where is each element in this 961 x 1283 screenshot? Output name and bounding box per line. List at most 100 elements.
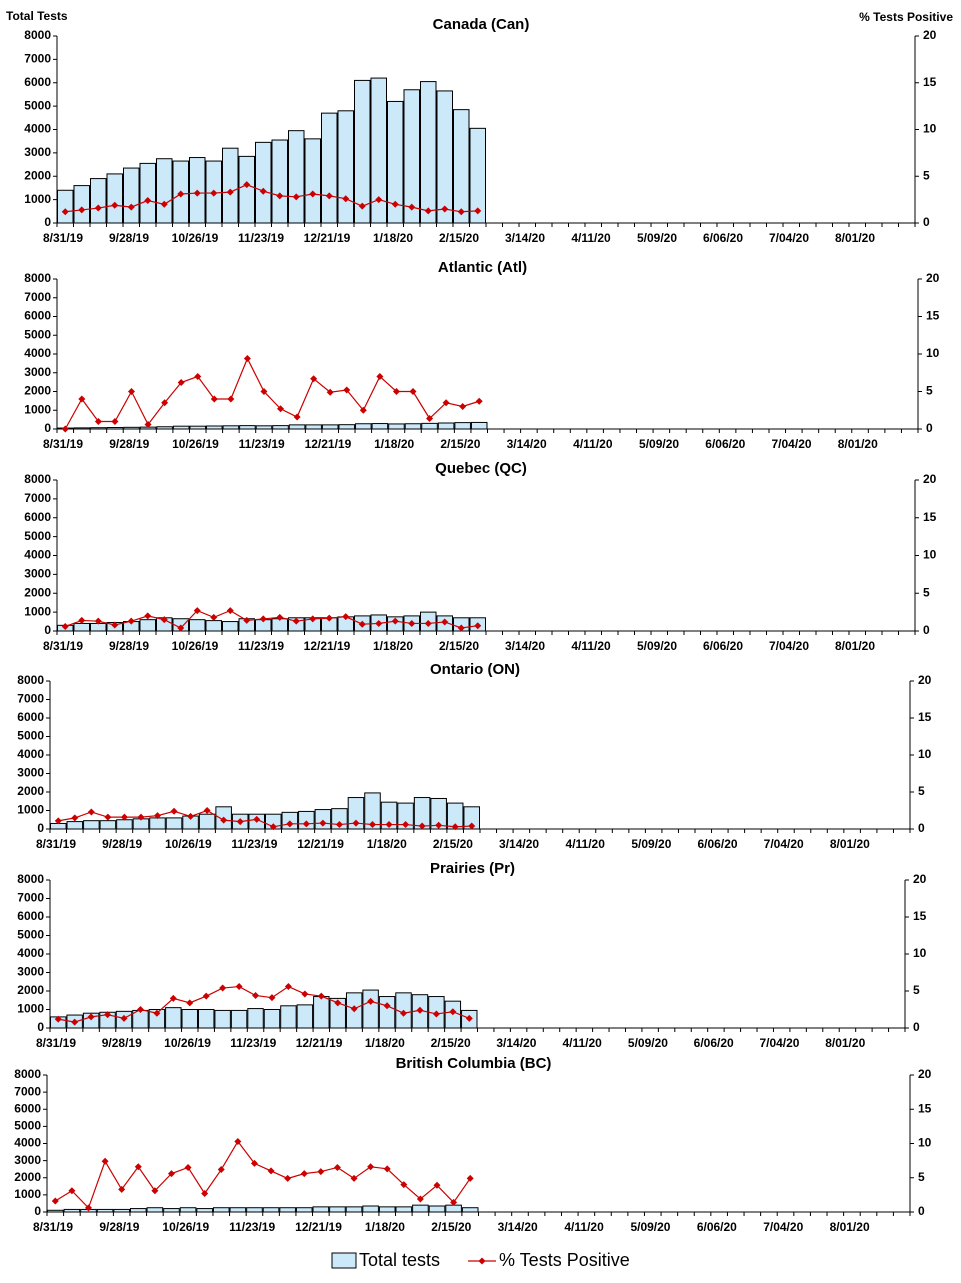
- marker: [94, 418, 102, 425]
- marker: [268, 994, 276, 1002]
- y2-tick-label: 5: [923, 585, 930, 599]
- marker: [61, 425, 69, 433]
- marker: [426, 415, 434, 422]
- y-tick-label: 7000: [24, 52, 51, 66]
- marker: [358, 202, 366, 210]
- marker: [402, 821, 410, 829]
- marker: [87, 1013, 95, 1021]
- y2-tick-label: 20: [918, 1067, 932, 1081]
- x-tick-label: 12/21/19: [304, 231, 351, 245]
- bar: [73, 622, 90, 632]
- marker: [474, 207, 482, 215]
- y-tick-label: 4000: [24, 346, 51, 360]
- bar: [83, 820, 100, 830]
- marker: [101, 1157, 109, 1165]
- y2-tick-label: 5: [918, 1170, 925, 1184]
- x-tick-label: 8/31/19: [33, 1220, 73, 1234]
- marker: [54, 817, 62, 825]
- bar: [146, 1207, 164, 1213]
- y-tick-label: 1000: [14, 1187, 41, 1201]
- chart-title: British Columbia (BC): [396, 1055, 552, 1072]
- marker: [154, 812, 161, 820]
- marker: [358, 620, 366, 628]
- x-tick-label: 2/15/20: [439, 231, 479, 245]
- marker: [276, 192, 284, 200]
- x-tick-label: 4/11/20: [566, 837, 606, 851]
- y2-tick-label: 0: [923, 623, 930, 637]
- marker: [385, 821, 393, 829]
- marker: [408, 203, 416, 211]
- y2-tick-label: 10: [918, 747, 932, 761]
- bar: [378, 996, 396, 1029]
- chart-title: Atlantic (Atl): [438, 259, 527, 276]
- marker: [194, 373, 202, 380]
- marker: [317, 1168, 325, 1176]
- x-tick-label: 9/28/19: [102, 1036, 142, 1050]
- x-tick-label: 5/09/20: [639, 437, 679, 451]
- marker: [51, 1197, 59, 1205]
- y2-tick-label: 0: [923, 215, 930, 229]
- marker: [161, 399, 169, 407]
- y-tick-label: 6000: [17, 909, 44, 923]
- y-tick-label: 4000: [14, 1136, 41, 1150]
- marker: [334, 999, 342, 1007]
- x-tick-label: 12/21/19: [304, 639, 351, 653]
- x-tick-label: 8/31/19: [43, 231, 83, 245]
- x-tick-label: 7/04/20: [763, 1220, 803, 1234]
- bar: [222, 621, 239, 632]
- marker: [186, 999, 194, 1007]
- marker: [71, 1018, 79, 1026]
- marker: [210, 189, 218, 197]
- marker: [177, 379, 185, 386]
- bar: [189, 619, 206, 632]
- marker: [202, 992, 210, 1000]
- marker: [276, 613, 284, 621]
- bar: [345, 1206, 363, 1213]
- y-tick-label: 3000: [24, 145, 51, 159]
- marker: [120, 1014, 128, 1022]
- bar: [139, 619, 156, 632]
- y2-tick-label: 15: [926, 309, 940, 323]
- y-tick-label: 3000: [17, 965, 44, 979]
- marker: [292, 617, 300, 625]
- marker: [350, 1174, 358, 1182]
- bar: [149, 817, 166, 830]
- bar: [428, 1205, 446, 1213]
- y-tick-label: 8000: [14, 1067, 41, 1081]
- marker: [78, 395, 86, 403]
- marker: [118, 1185, 126, 1193]
- x-tick-label: 11/23/19: [238, 231, 284, 245]
- x-tick-label: 3/14/20: [505, 231, 545, 245]
- marker: [61, 622, 69, 630]
- marker: [309, 615, 317, 623]
- y-tick-label: 6000: [17, 710, 44, 724]
- marker: [352, 819, 360, 827]
- marker: [201, 1190, 209, 1198]
- y-tick-label: 3000: [14, 1153, 41, 1167]
- marker: [326, 388, 334, 396]
- marker: [383, 1002, 391, 1010]
- bar: [420, 81, 437, 224]
- y2-tick-label: 10: [918, 1136, 932, 1150]
- bar: [263, 1009, 281, 1029]
- marker: [137, 813, 145, 821]
- marker: [342, 195, 350, 203]
- x-tick-label: 11/23/19: [238, 639, 284, 653]
- y-tick-label: 7000: [17, 692, 44, 706]
- y-tick-label: 5000: [24, 98, 51, 112]
- bar: [329, 1206, 346, 1213]
- bar: [255, 141, 272, 224]
- marker: [333, 1163, 341, 1171]
- bar: [73, 185, 90, 224]
- y-tick-label: 0: [44, 215, 51, 229]
- marker: [226, 607, 234, 615]
- bar: [295, 1207, 313, 1213]
- x-tick-label: 7/04/20: [759, 1036, 799, 1050]
- x-tick-label: 1/18/20: [365, 1220, 405, 1234]
- marker: [111, 418, 119, 425]
- x-tick-label: 1/18/20: [373, 231, 413, 245]
- y-tick-label: 4000: [17, 946, 44, 960]
- x-tick-label: 4/11/20: [571, 231, 611, 245]
- bar: [123, 167, 140, 224]
- marker: [433, 1181, 441, 1189]
